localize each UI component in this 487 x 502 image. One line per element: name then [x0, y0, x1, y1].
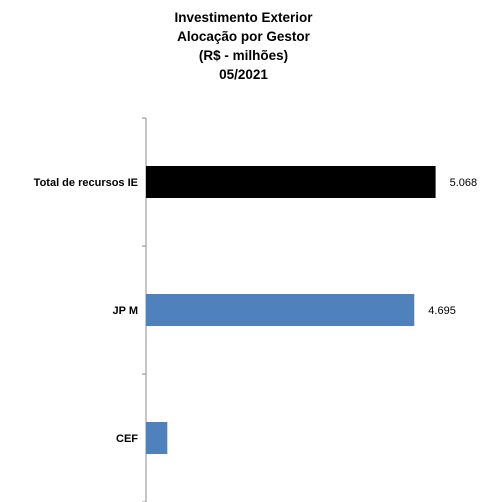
bar [146, 422, 168, 454]
bar [146, 166, 436, 198]
category-label: Total de recursos IE [34, 177, 138, 189]
title-line-3: (R$ - milhões) [198, 48, 289, 63]
chart-title: Investimento Exterior Alocação por Gesto… [0, 8, 487, 84]
title-line-4: 05/2021 [219, 67, 268, 82]
title-line-2: Alocação por Gestor [177, 29, 310, 44]
category-label: CEF [116, 433, 138, 445]
bar [146, 294, 415, 326]
data-label: 5.068 [450, 177, 478, 189]
data-label: 4.695 [428, 305, 456, 317]
category-label: JP M [113, 305, 138, 317]
title-line-1: Investimento Exterior [174, 10, 313, 25]
